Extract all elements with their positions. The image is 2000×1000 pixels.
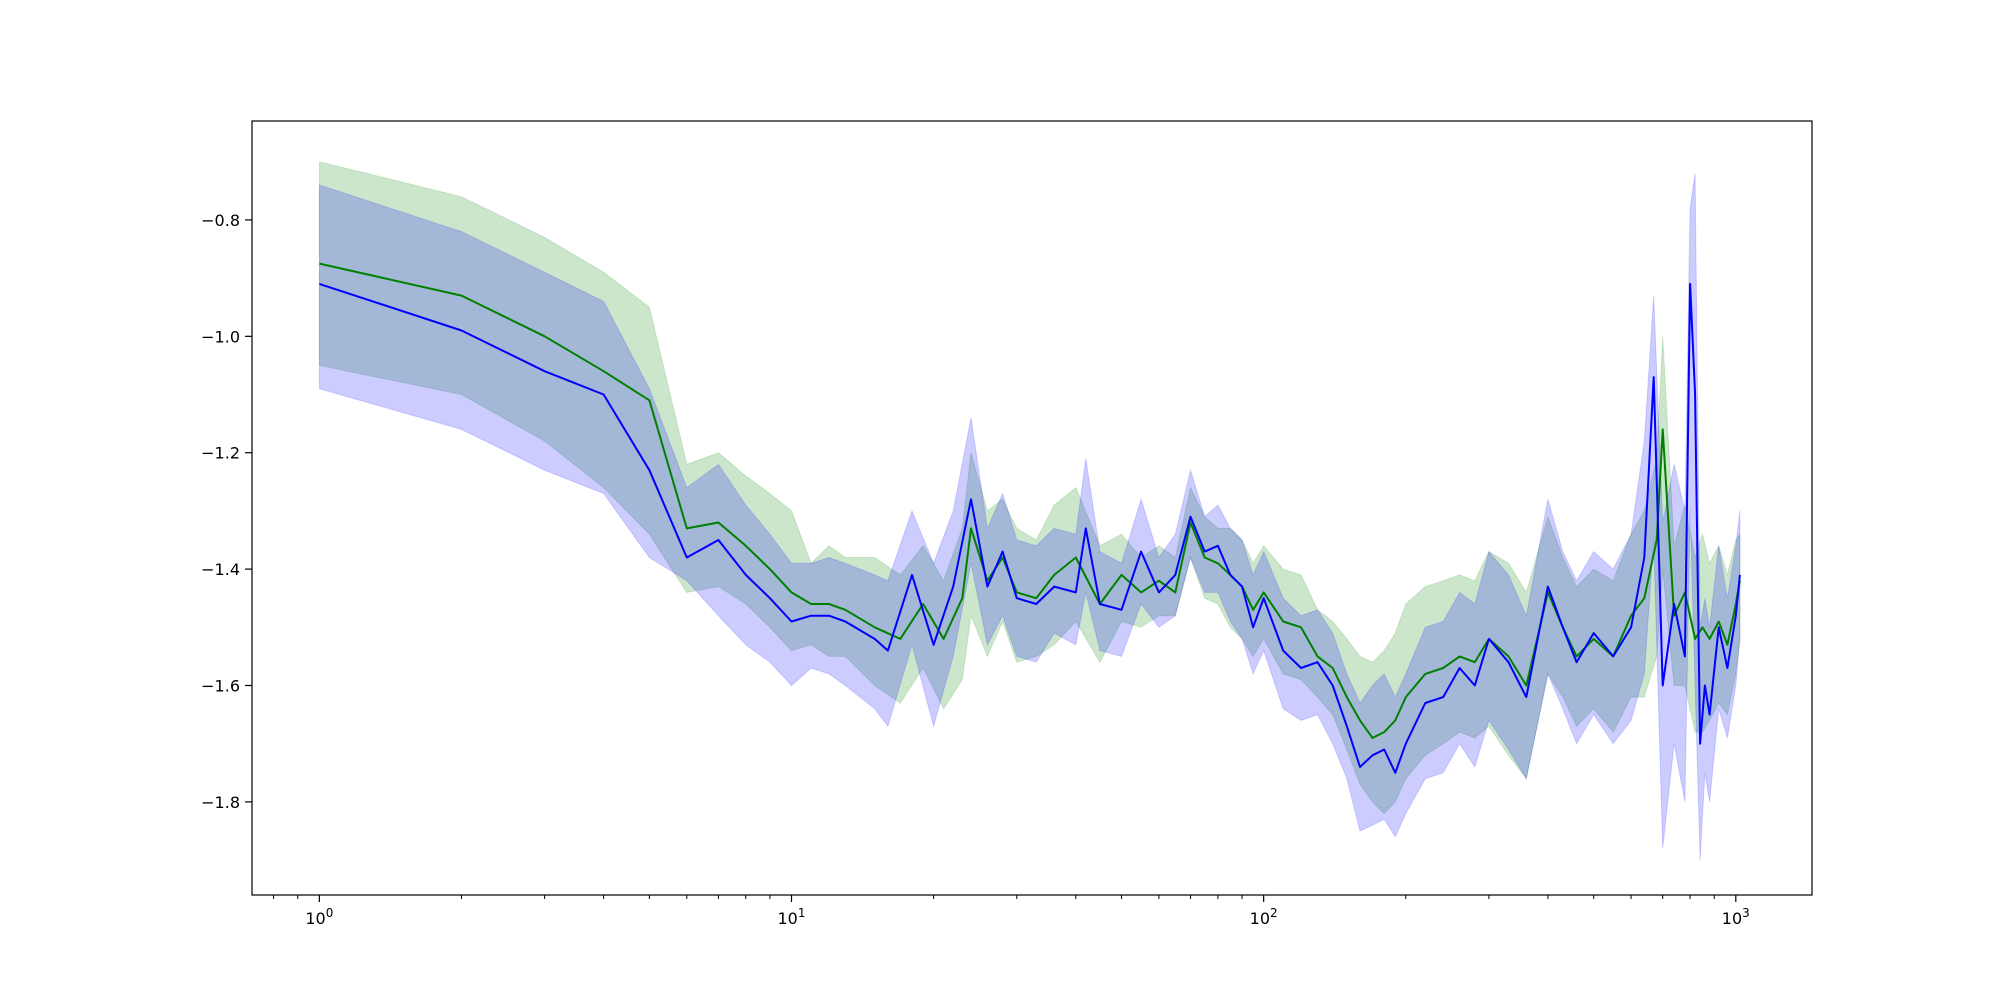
y-tick-label: −1.8 <box>201 793 240 812</box>
x-tick-label: 101 <box>778 906 806 928</box>
band-series-1 <box>318 161 1741 815</box>
y-tick-label: −1.6 <box>201 676 240 695</box>
plot-frame <box>251 120 1813 896</box>
x-axis: 100 101 102 103 <box>273 895 1750 928</box>
y-tick-label: −1.0 <box>201 327 240 346</box>
series-lines <box>319 262 1741 774</box>
x-tick-label: 100 <box>305 906 333 928</box>
y-tick-label: −1.2 <box>201 444 240 463</box>
x-tick-label: 102 <box>1250 906 1278 928</box>
y-tick-label: −1.4 <box>201 560 240 579</box>
line-series-2 <box>319 282 1741 774</box>
confidence-bands <box>318 161 1741 861</box>
y-tick-label: −0.8 <box>201 211 240 230</box>
y-axis: −1.8 −1.6 −1.4 −1.2 −1.0 −0.8 <box>201 211 252 812</box>
x-tick-label: 103 <box>1722 906 1750 928</box>
band-series-2 <box>318 173 1741 861</box>
